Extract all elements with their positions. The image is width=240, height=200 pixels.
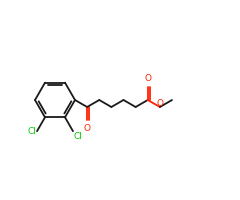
Text: Cl: Cl	[27, 127, 36, 136]
Text: O: O	[84, 124, 91, 133]
Text: O: O	[144, 74, 151, 83]
Text: Cl: Cl	[74, 132, 83, 141]
Text: O: O	[157, 99, 164, 108]
